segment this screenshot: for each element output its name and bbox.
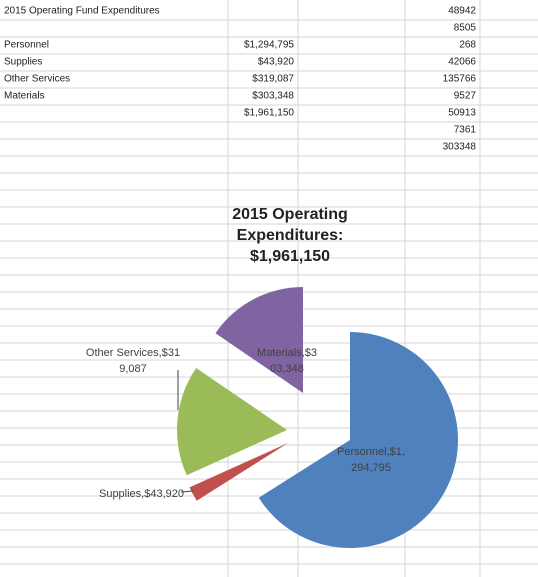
cell-number: 8505: [454, 23, 477, 34]
item-name: Materials: [4, 91, 45, 102]
sheet-title: 2015 Operating Fund Expenditures: [4, 6, 160, 17]
item-name: Personnel: [4, 40, 49, 51]
pie-slice: [189, 443, 288, 501]
data-label: Supplies,$43,920: [98, 488, 184, 500]
total-amount: $1,961,150: [244, 108, 294, 119]
item-amount: $303,348: [252, 91, 294, 102]
cell-number: 268: [459, 40, 476, 51]
item-name: Other Services: [4, 74, 70, 85]
data-label: Materials,$303,348: [257, 347, 317, 375]
cell-number: 50913: [448, 108, 476, 119]
cell-number: 42066: [448, 57, 476, 68]
data-label: Personnel,$1,294,795: [337, 446, 405, 474]
chart-title: 2015 Operating Expenditures: $1,961,150: [232, 206, 348, 265]
item-amount: $43,920: [258, 57, 295, 68]
cell-number: 7361: [454, 125, 477, 136]
leader-line: [180, 490, 194, 493]
cell-number: 9527: [454, 91, 477, 102]
pie-slice: [215, 287, 303, 393]
data-label: Other Services,$319,087: [85, 347, 181, 375]
pie-slice: [177, 367, 287, 476]
item-name: Supplies: [4, 57, 42, 68]
cell-number: 48942: [448, 6, 476, 17]
item-amount: $1,294,795: [244, 40, 294, 51]
cell-number: 303348: [443, 142, 477, 153]
cell-number: 135766: [443, 74, 477, 85]
pie-slice: [258, 332, 458, 548]
item-amount: $319,087: [252, 74, 294, 85]
